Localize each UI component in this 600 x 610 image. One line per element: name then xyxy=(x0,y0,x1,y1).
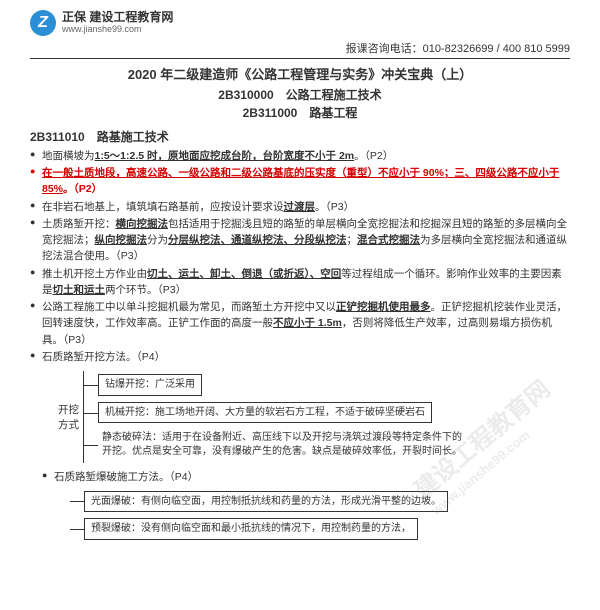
tree-branch: 机械开挖：施工场地开阔、大方量的软岩石方工程，不适于破碎坚硬岩石 xyxy=(84,402,570,424)
bullet-item: 石质路堑开挖方法。（P4） xyxy=(30,349,570,365)
tree-branches: 光面爆破：有侧向临空面，用控制抵抗线和药量的方法，形成光滑平整的边坡。预裂爆破：… xyxy=(70,488,570,543)
doc-subtitle-2: 2B311000 路基工程 xyxy=(30,104,570,122)
tree-branch: 光面爆破：有侧向临空面，用控制抵抗线和药量的方法，形成光滑平整的边坡。 xyxy=(70,491,570,513)
bullet-list: 地面横坡为1:5～1:2.5 时，原地面应挖成台阶，台阶宽度不小于 2m。（P2… xyxy=(30,148,570,365)
blasting-tree: 光面爆破：有侧向临空面，用控制抵抗线和药量的方法，形成光滑平整的边坡。预裂爆破：… xyxy=(70,488,570,543)
brand-url: www.jianshe99.com xyxy=(62,25,173,35)
bullet-item: 土质路堑开挖：横向挖掘法包括适用于挖掘浅且短的路堑的单层横向全宽挖掘法和挖掘深且… xyxy=(30,216,570,265)
tree-root-label: 开挖方式 xyxy=(54,371,84,463)
section-title: 2B311010 路基施工技术 xyxy=(30,128,570,145)
bullet-item: 推土机开挖土方作业由切土、运土、卸土、倒退（或折返）、空回等过程组成一个循环。影… xyxy=(30,266,570,299)
hotline-text: 报课咨询电话：010-82326699 / 400 810 5999 xyxy=(30,40,570,59)
branch-label: 钻爆开挖：广泛采用 xyxy=(98,374,202,396)
tree-branch: 钻爆开挖：广泛采用 xyxy=(84,374,570,396)
tree2-title: 石质路堑爆破施工方法。（P4） xyxy=(42,469,570,485)
logo-icon: Z xyxy=(30,10,56,36)
branch-label: 机械开挖：施工场地开阔、大方量的软岩石方工程，不适于破碎坚硬岩石 xyxy=(98,402,432,424)
bullet-item: 在非岩石地基上，填筑填石路基前，应按设计要求设过渡层。（P3） xyxy=(30,199,570,215)
tree-branches: 钻爆开挖：广泛采用机械开挖：施工场地开阔、大方量的软岩石方工程，不适于破碎坚硬岩… xyxy=(84,371,570,463)
brand-name: 正保 建设工程教育网 xyxy=(62,11,173,24)
branch-label: 静态破碎法：适用于在设备附近、高压线下以及开挖与浇筑过渡段等特定条件下的开挖。优… xyxy=(98,429,468,460)
doc-subtitle-1: 2B310000 公路工程施工技术 xyxy=(30,86,570,104)
tree-branch: 静态破碎法：适用于在设备附近、高压线下以及开挖与浇筑过渡段等特定条件下的开挖。优… xyxy=(84,429,570,460)
tree-branch: 预裂爆破：没有侧向临空面和最小抵抗线的情况下，用控制药量的方法， xyxy=(70,518,570,540)
title-block: 2020 年二级建造师《公路工程管理与实务》冲关宝典（上） 2B310000 公… xyxy=(30,65,570,122)
excavation-tree: 开挖方式 钻爆开挖：广泛采用机械开挖：施工场地开阔、大方量的软岩石方工程，不适于… xyxy=(54,371,570,463)
document-page: Z 正保 建设工程教育网 www.jianshe99.com 报课咨询电话：01… xyxy=(0,0,600,610)
branch-label: 预裂爆破：没有侧向临空面和最小抵抗线的情况下，用控制药量的方法， xyxy=(84,518,418,540)
bullet-item: 在一般土质地段，高速公路、一级公路和二级公路基底的压实度（重型）不应小于 90%… xyxy=(30,165,570,198)
bullet-item: 公路工程施工中以单斗挖掘机最为常见，而路堑土方开挖中又以正铲挖掘机使用最多。正铲… xyxy=(30,299,570,348)
doc-title: 2020 年二级建造师《公路工程管理与实务》冲关宝典（上） xyxy=(30,65,570,86)
site-header: Z 正保 建设工程教育网 www.jianshe99.com xyxy=(30,10,570,36)
branch-label: 光面爆破：有侧向临空面，用控制抵抗线和药量的方法，形成光滑平整的边坡。 xyxy=(84,491,448,513)
bullet-item: 地面横坡为1:5～1:2.5 时，原地面应挖成台阶，台阶宽度不小于 2m。（P2… xyxy=(30,148,570,164)
brand-text: 正保 建设工程教育网 www.jianshe99.com xyxy=(62,11,173,34)
